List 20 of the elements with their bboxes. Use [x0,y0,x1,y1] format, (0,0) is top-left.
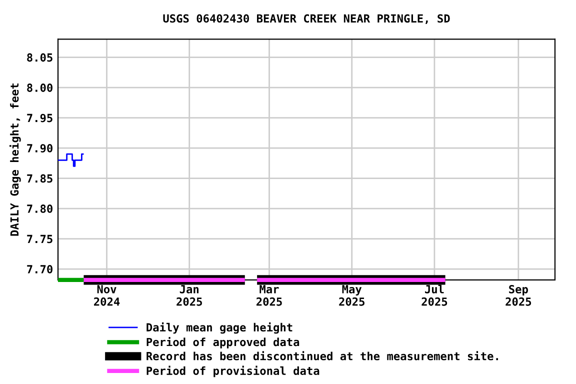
y-tick-label: 7.90 [27,144,52,152]
x-tick-label: Nov 2024 [94,285,120,306]
chart-title: USGS 06402430 BEAVER CREEK NEAR PRINGLE, SD [163,14,450,24]
legend-label: Daily mean gage height [146,322,292,334]
x-tick-label: Sep 2025 [506,284,532,306]
y-tick-label: 8.05 [27,53,52,62]
legend-label: Period of approved data [146,337,300,348]
x-tick-label: Jul 2025 [422,284,448,306]
legend-label: Period of provisional data [146,366,320,378]
x-tick-label: May 2025 [339,285,364,306]
y-axis-title: DAILY Gage height, feet [9,83,21,236]
y-tick-label: 7.95 [27,114,52,122]
x-tick-label: Mar 2025 [256,285,282,306]
y-tick-label: 7.70 [27,265,52,274]
y-tick-label: 8.00 [27,84,52,92]
y-tick-label: 7.85 [27,174,52,183]
y-tick-label: 7.75 [27,234,52,244]
y-tick-label: 7.80 [27,204,52,213]
x-tick-label: Jan 2025 [176,285,202,306]
legend-label: Record has been discontinued at the measurement site. [146,351,498,360]
